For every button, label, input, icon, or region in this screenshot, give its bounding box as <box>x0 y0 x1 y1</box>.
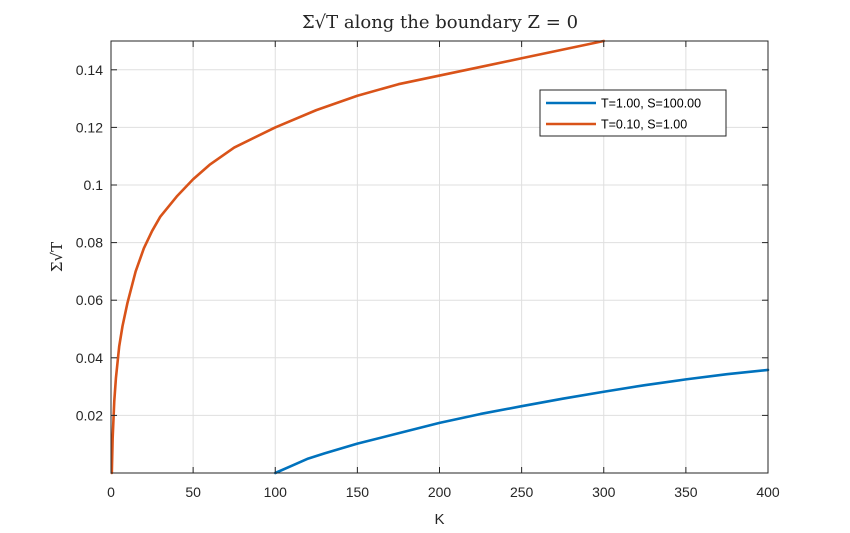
y-axis-label: Σ√T <box>48 242 66 272</box>
series-line-2 <box>110 39 606 475</box>
series-line-1 <box>273 368 770 475</box>
y-tick-label: 0.08 <box>76 235 103 251</box>
y-tick-label: 0.06 <box>76 292 103 308</box>
y-tick-label: 0.12 <box>76 119 103 135</box>
legend-items: T=1.00, S=100.00 T=0.10, S=1.00 <box>546 97 701 132</box>
legend-box <box>539 89 727 137</box>
x-tick-label: 400 <box>756 484 780 500</box>
legend-label-1: T=1.00, S=100.00 <box>601 97 701 111</box>
grid-layer <box>110 41 769 473</box>
x-tick-label: 200 <box>428 484 452 500</box>
chart-title: Σ√T along the boundary Z = 0 <box>302 12 578 33</box>
x-tick-label: 350 <box>674 484 698 500</box>
tick-layer: 0 50 100 150 200 250 300 350 400 0.02 0.04 0.06 0.08… <box>76 41 780 500</box>
legend: T=1.00, S=100.00 T=0.10, S=1.00 <box>539 89 727 137</box>
x-tick-label: 100 <box>264 484 288 500</box>
x-tick-label: 300 <box>592 484 616 500</box>
x-tick-label: 0 <box>107 484 115 500</box>
x-tick-label: 250 <box>510 484 534 500</box>
x-axis-label: K <box>434 511 444 528</box>
x-tick-label: 150 <box>346 484 370 500</box>
legend-label-2: T=0.10, S=1.00 <box>601 118 687 132</box>
y-tick-label: 0.14 <box>76 62 103 78</box>
y-tick-label: 0.1 <box>84 177 104 193</box>
x-tick-label: 50 <box>185 484 201 500</box>
y-tick-label: 0.02 <box>76 407 103 423</box>
series-layer <box>110 39 770 475</box>
y-tick-label: 0.04 <box>76 350 103 366</box>
